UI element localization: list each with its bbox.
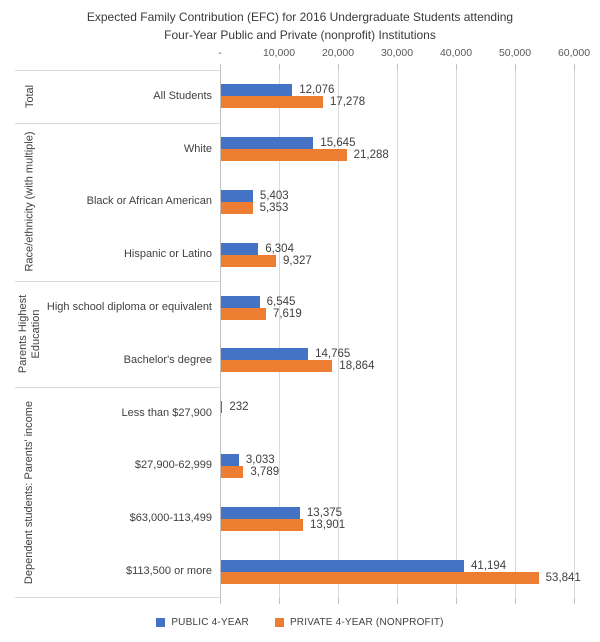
group-box [15, 281, 220, 387]
category-label: All Students [153, 89, 212, 102]
bar-public [221, 295, 260, 308]
bar-private [221, 202, 253, 214]
bar-value-label: 3,033 [245, 454, 275, 466]
gridline [279, 70, 280, 598]
gridline [456, 70, 457, 598]
x-axis-tickmark-top [397, 64, 398, 70]
x-axis-tick-label: 30,000 [380, 47, 414, 59]
x-axis-tick-label: 20,000 [321, 47, 355, 59]
bar-private [221, 571, 539, 584]
group-box [15, 70, 220, 123]
bar-value-label: 232 [229, 401, 249, 414]
gridline [574, 70, 575, 598]
chart-title-line-2: Four-Year Public and Private (nonprofit)… [164, 28, 436, 42]
category-label: Black or African American [86, 195, 212, 208]
bar-value-label: 5,403 [259, 190, 289, 202]
bar-public [221, 348, 309, 361]
category-label: $113,500 or more [125, 565, 212, 578]
group-label: Race/ethnicity (with multiple) [23, 131, 36, 272]
group-box [15, 386, 220, 598]
group-label: Dependent students: Parents' income [23, 400, 36, 584]
bar-value-label: 5,353 [259, 202, 289, 214]
bar-private [221, 307, 266, 320]
x-axis-tickmark-top [515, 64, 516, 70]
gridline [515, 70, 516, 598]
bar-value-label: 6,545 [266, 295, 296, 308]
bar-public [221, 137, 314, 150]
bar-public [221, 401, 223, 414]
x-axis-tick-label: 10,000 [262, 47, 296, 59]
group-label: Total [23, 84, 36, 109]
x-axis-tick-label: 60,000 [557, 47, 591, 59]
chart-title: Expected Family Contribution (EFC) for 2… [0, 8, 600, 44]
category-label: $27,900-62,999 [134, 459, 212, 472]
category-label: Less than $27,900 [121, 406, 212, 419]
legend-label-public: PUBLIC 4-YEAR [171, 616, 249, 628]
x-axis-tick-label: 50,000 [498, 47, 532, 59]
category-axis-line [220, 64, 221, 604]
bar-value-label: 41,194 [471, 559, 507, 572]
category-label: Hispanic or Latino [123, 248, 212, 261]
bar-private [221, 466, 244, 478]
category-label: White [183, 142, 212, 155]
x-axis-tick-label: - [218, 47, 222, 59]
bar-private [221, 360, 333, 373]
x-axis-tick-label: 40,000 [439, 47, 473, 59]
bar-private [221, 518, 304, 531]
legend-entry-private: PRIVATE 4-YEAR (NONPROFIT) [274, 616, 444, 628]
bar-public [221, 506, 300, 519]
bar-value-label: 12,076 [299, 84, 335, 97]
group-box [15, 122, 220, 281]
x-axis-tickmark-top [456, 64, 457, 70]
group-label-strip: Dependent students: Parents' income [15, 387, 45, 598]
bar-public [221, 559, 465, 572]
category-label: Bachelor's degree [123, 353, 212, 366]
bar-value-label: 15,645 [320, 137, 356, 150]
legend: PUBLIC 4-YEAR PRIVATE 4-YEAR (NONPROFIT) [0, 612, 600, 632]
x-axis-tickmark-bottom [456, 598, 457, 604]
bar-value-label: 14,765 [315, 348, 351, 361]
gridline [338, 70, 339, 598]
x-axis-tickmark-top [338, 64, 339, 70]
bar-value-label: 21,288 [353, 149, 389, 162]
x-axis-tickmark-top [279, 64, 280, 70]
bar-value-label: 7,619 [272, 307, 302, 320]
legend-entry-public: PUBLIC 4-YEAR [156, 617, 249, 628]
group-label-strip: Total [15, 70, 45, 123]
legend-swatch-private-icon [274, 617, 284, 627]
bar-value-label: 13,901 [310, 518, 346, 531]
group-label-strip: Parents Highest Education [15, 281, 45, 387]
group-label-strip: Race/ethnicity (with multiple) [15, 123, 45, 281]
x-axis-tickmark-bottom [279, 598, 280, 604]
bar-public [221, 242, 259, 255]
bar-private [221, 96, 323, 109]
x-axis-tickmark-bottom [397, 598, 398, 604]
group-label: Parents Highest Education [17, 294, 42, 374]
legend-swatch-public-icon [156, 617, 166, 627]
bar-public [221, 190, 253, 202]
category-label: High school diploma or equivalent [46, 301, 212, 314]
x-axis-tickmark-top [574, 64, 575, 70]
bar-private [221, 254, 277, 267]
bar-private [221, 149, 347, 162]
x-axis-tickmark-bottom [338, 598, 339, 604]
gridline [397, 70, 398, 598]
bar-public [221, 84, 293, 97]
bar-value-label: 3,789 [250, 466, 280, 478]
bar-public [221, 454, 239, 466]
x-axis-tickmark-bottom [515, 598, 516, 604]
category-label: $63,000-113,499 [129, 512, 212, 525]
bar-value-label: 6,304 [265, 242, 294, 255]
bar-value-label: 9,327 [283, 254, 312, 267]
x-axis-tickmark-bottom [574, 598, 575, 604]
legend-label-private: PRIVATE 4-YEAR (NONPROFIT) [289, 616, 444, 628]
chart-title-line-1: Expected Family Contribution (EFC) for 2… [86, 10, 514, 24]
bar-value-label: 17,278 [329, 96, 366, 109]
bar-value-label: 53,841 [545, 571, 581, 584]
bar-value-label: 13,375 [306, 506, 343, 519]
bar-value-label: 18,864 [339, 360, 375, 373]
